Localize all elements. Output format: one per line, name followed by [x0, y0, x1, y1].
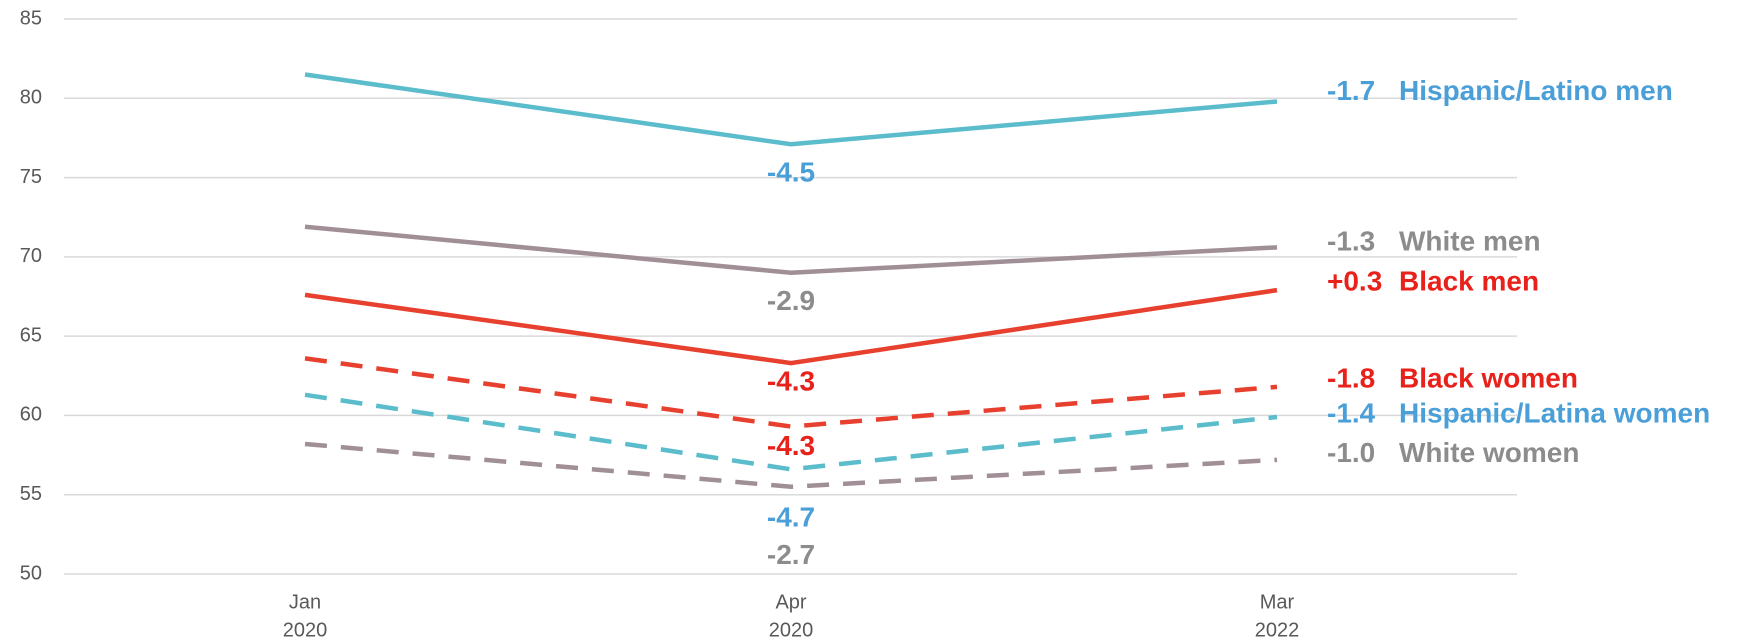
- x-tick-label: 2022: [1255, 619, 1300, 641]
- series-line: [304, 441, 1278, 490]
- y-tick-label: 60: [20, 404, 42, 426]
- y-tick-label: 55: [20, 483, 42, 505]
- drop-label: -4.3: [767, 430, 815, 461]
- y-tick-label: 85: [20, 7, 42, 29]
- series-line: [304, 287, 1278, 366]
- drop-label: -2.7: [767, 539, 815, 570]
- series-name: Hispanic/Latina women: [1399, 397, 1710, 428]
- drop-label: -4.5: [767, 157, 815, 188]
- series-name: Black men: [1399, 266, 1539, 297]
- x-tick-label: 2020: [283, 619, 328, 641]
- change-label: +0.3: [1327, 266, 1382, 297]
- x-tick-label: 2020: [769, 619, 814, 641]
- drop-label: -4.7: [767, 502, 815, 533]
- change-label: -1.8: [1327, 362, 1375, 393]
- series-name: Black women: [1399, 362, 1578, 393]
- x-tick-label: Mar: [1260, 591, 1295, 613]
- y-tick-label: 50: [20, 562, 42, 584]
- x-tick-label: Apr: [775, 591, 806, 613]
- series-line: [304, 392, 1278, 472]
- series-name: White women: [1399, 437, 1579, 468]
- series-line: [304, 224, 1278, 275]
- y-tick-label: 80: [20, 87, 42, 109]
- change-label: -1.3: [1327, 226, 1375, 257]
- series-line: [304, 72, 1278, 147]
- series-line: [304, 356, 1278, 429]
- y-tick-label: 65: [20, 324, 42, 346]
- drop-label: -2.9: [767, 285, 815, 316]
- change-label: -1.0: [1327, 437, 1375, 468]
- series-name: White men: [1399, 226, 1541, 257]
- x-tick-label: Jan: [289, 591, 321, 613]
- y-tick-label: 75: [20, 166, 42, 188]
- drop-label: -4.3: [767, 365, 815, 396]
- series-name: Hispanic/Latino men: [1399, 75, 1673, 106]
- change-label: -1.4: [1327, 397, 1376, 428]
- y-tick-label: 70: [20, 245, 42, 267]
- change-label: -1.7: [1327, 75, 1375, 106]
